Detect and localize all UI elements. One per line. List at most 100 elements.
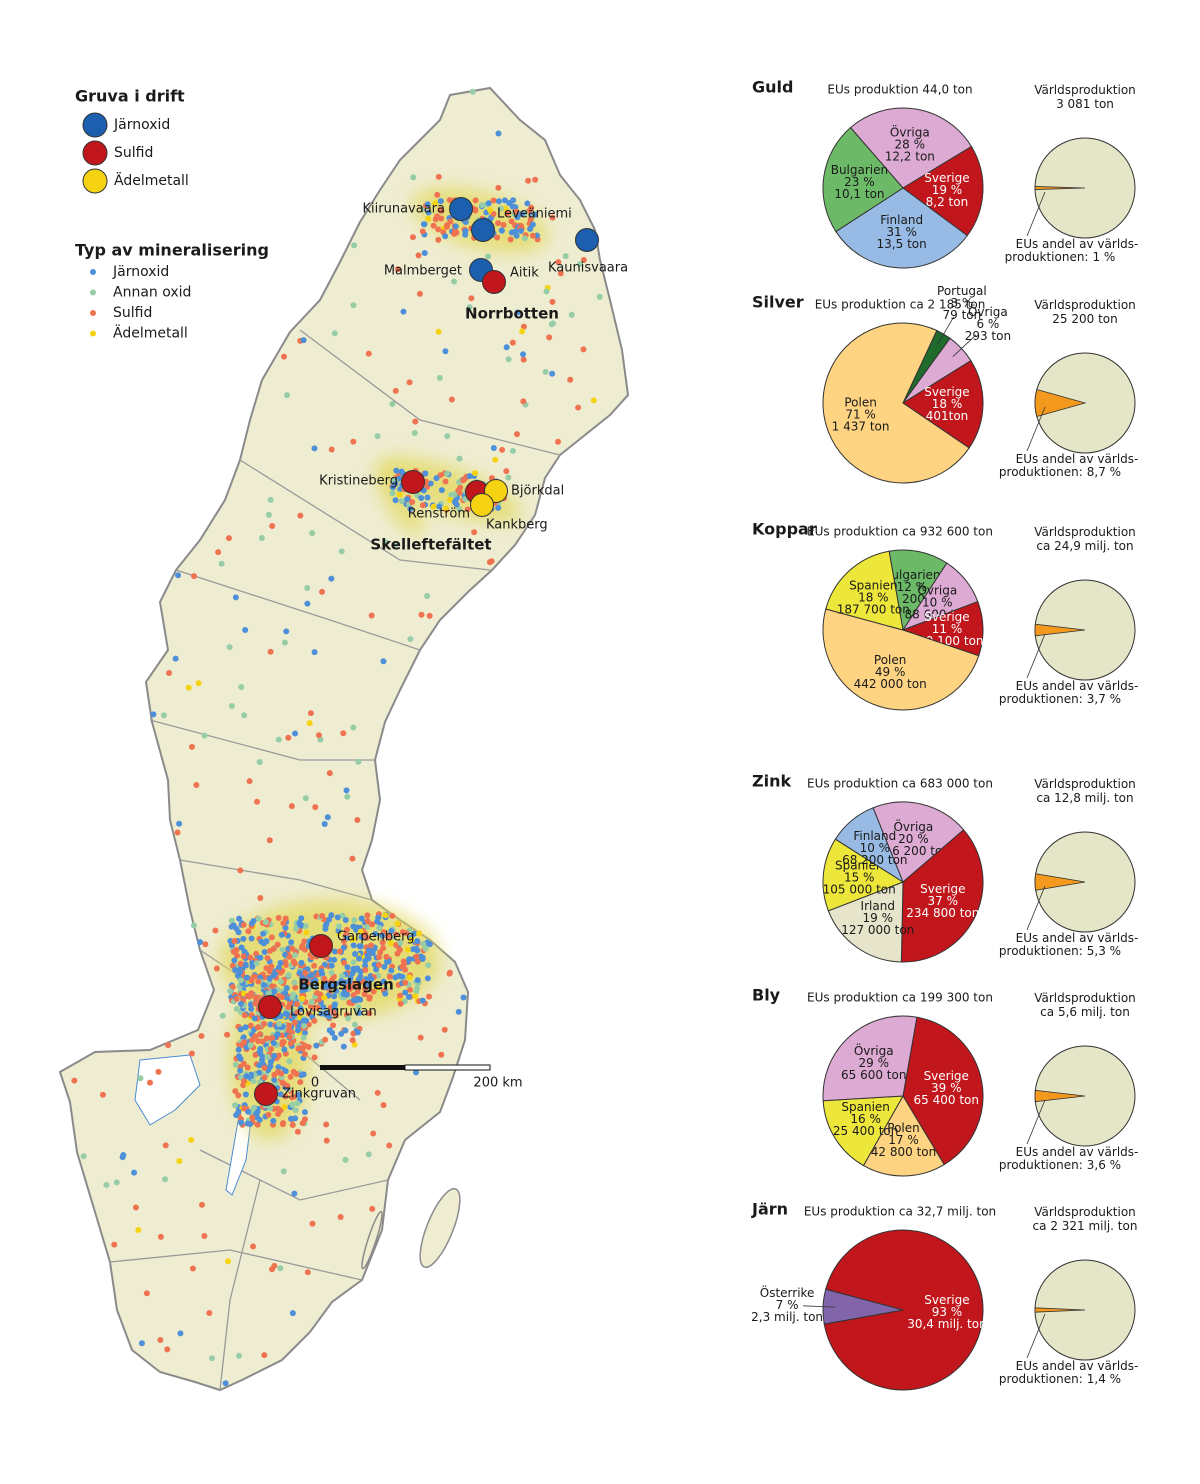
mineral-dot bbox=[596, 293, 603, 300]
mineral-dot bbox=[555, 438, 562, 445]
mineral-dot bbox=[262, 918, 269, 925]
legend-label: Ädelmetall bbox=[114, 171, 189, 189]
mineral-dot bbox=[247, 1121, 254, 1128]
mineral-dot bbox=[298, 915, 305, 922]
mineral-dot bbox=[444, 433, 451, 440]
mineral-dot bbox=[441, 1026, 448, 1033]
mineral-dot bbox=[289, 1310, 296, 1317]
mineral-dot bbox=[263, 938, 270, 945]
mineral-dot bbox=[387, 940, 394, 947]
slice-label-line: Polen bbox=[887, 1120, 919, 1134]
mineral-dot bbox=[389, 490, 396, 497]
mine-marker bbox=[309, 934, 333, 958]
mineral-dot bbox=[330, 1022, 337, 1029]
mineral-dot bbox=[246, 778, 253, 785]
mineral-dot bbox=[259, 1038, 266, 1045]
slice-label-line: 42 800 ton bbox=[871, 1144, 936, 1158]
mineral-dot bbox=[224, 1031, 231, 1038]
mineral-dot bbox=[380, 945, 387, 952]
mineral-dot bbox=[357, 996, 364, 1003]
mineral-dot bbox=[294, 1027, 301, 1034]
mineral-dot bbox=[250, 1104, 257, 1111]
mineral-dot bbox=[385, 958, 392, 965]
mineral-dot bbox=[324, 814, 331, 821]
mineral-dot bbox=[577, 260, 584, 267]
mineral-dot bbox=[261, 1074, 268, 1081]
mineral-dot bbox=[331, 1001, 338, 1008]
mineral-dot bbox=[469, 88, 476, 95]
mineral-dot bbox=[355, 758, 362, 765]
mineral-dot bbox=[103, 1182, 110, 1189]
mineral-dot bbox=[550, 320, 557, 327]
mineral-dot bbox=[279, 1032, 286, 1039]
mineral-dot bbox=[368, 612, 375, 619]
mineral-dot bbox=[297, 1079, 304, 1086]
mineral-dot bbox=[206, 1309, 213, 1316]
mineral-dot bbox=[257, 1049, 264, 1056]
slice-label-line: Sverige bbox=[920, 881, 965, 895]
mineral-dot bbox=[251, 973, 258, 980]
world-title: Världsproduktion ca 5,6 milj. ton bbox=[1034, 991, 1136, 1019]
mineral-dot bbox=[425, 962, 432, 969]
mineral-dot bbox=[241, 1105, 248, 1112]
mineral-dot bbox=[321, 820, 328, 827]
mineral-dot bbox=[176, 820, 183, 827]
mineral-dot bbox=[291, 960, 298, 967]
mineral-dot bbox=[135, 1226, 142, 1233]
mineral-dot bbox=[240, 935, 247, 942]
mineral-dot bbox=[464, 506, 471, 513]
mineral-dot bbox=[300, 1034, 307, 1041]
region-label: Skelleftefältet bbox=[370, 536, 491, 554]
mineral-dot bbox=[412, 993, 419, 1000]
mineral-dot bbox=[345, 986, 352, 993]
mineral-dot bbox=[342, 1156, 349, 1163]
world-title: Världsproduktion 3 081 ton bbox=[1034, 83, 1136, 111]
slice-label-line: 68 200 ton bbox=[842, 853, 907, 867]
mineral-dot bbox=[80, 1153, 87, 1160]
mineral-dot bbox=[389, 484, 396, 491]
mineral-dot bbox=[251, 1015, 258, 1022]
mine-label: Aitik bbox=[510, 266, 539, 281]
mineral-dot bbox=[364, 912, 371, 919]
mineral-dot bbox=[328, 969, 335, 976]
mineral-dot bbox=[404, 496, 411, 503]
mineral-dot bbox=[494, 234, 501, 241]
slice-label-line: 442 000 ton bbox=[854, 677, 927, 691]
mineral-dot bbox=[292, 1107, 299, 1114]
mineral-dot bbox=[312, 804, 319, 811]
mine-marker bbox=[470, 493, 494, 517]
mineral-dot bbox=[350, 302, 357, 309]
mineral-dot bbox=[240, 1078, 247, 1085]
mineral-dot bbox=[296, 920, 303, 927]
slice-label-line: 79 ton bbox=[943, 308, 982, 322]
legend-dot bbox=[90, 269, 96, 275]
mineral-dot bbox=[492, 456, 499, 463]
mineral-dot bbox=[486, 559, 493, 566]
mineral-dot bbox=[397, 939, 404, 946]
mineral-dot bbox=[304, 980, 311, 987]
mineral-dot bbox=[380, 978, 387, 985]
mineral-dot bbox=[309, 530, 316, 537]
slice-label-line: 12 % bbox=[897, 579, 928, 593]
mineral-dot bbox=[336, 948, 343, 955]
mine-marker bbox=[482, 270, 506, 294]
mineral-dot bbox=[490, 445, 497, 452]
caption-line: EUs andel av världs- bbox=[1016, 1359, 1139, 1373]
mineral-dot bbox=[267, 496, 274, 503]
mineral-dot bbox=[311, 445, 318, 452]
mineral-dot bbox=[362, 985, 369, 992]
mineral-dot bbox=[260, 930, 267, 937]
mineral-dot bbox=[294, 1100, 301, 1107]
mineral-dot bbox=[340, 730, 347, 737]
slice-label-line: 12,2 ton bbox=[885, 149, 935, 163]
pie-slice bbox=[835, 187, 968, 269]
mineral-dot bbox=[497, 205, 504, 212]
county-border bbox=[219, 1179, 261, 1391]
mineral-dot bbox=[235, 1352, 242, 1359]
mineral-dot bbox=[147, 1079, 154, 1086]
mine-marker bbox=[449, 197, 473, 221]
mineral-dot bbox=[261, 949, 268, 956]
mineral-dot bbox=[303, 1017, 310, 1024]
mineral-dot bbox=[286, 1033, 293, 1040]
slice-label-line: Finland bbox=[853, 829, 896, 843]
